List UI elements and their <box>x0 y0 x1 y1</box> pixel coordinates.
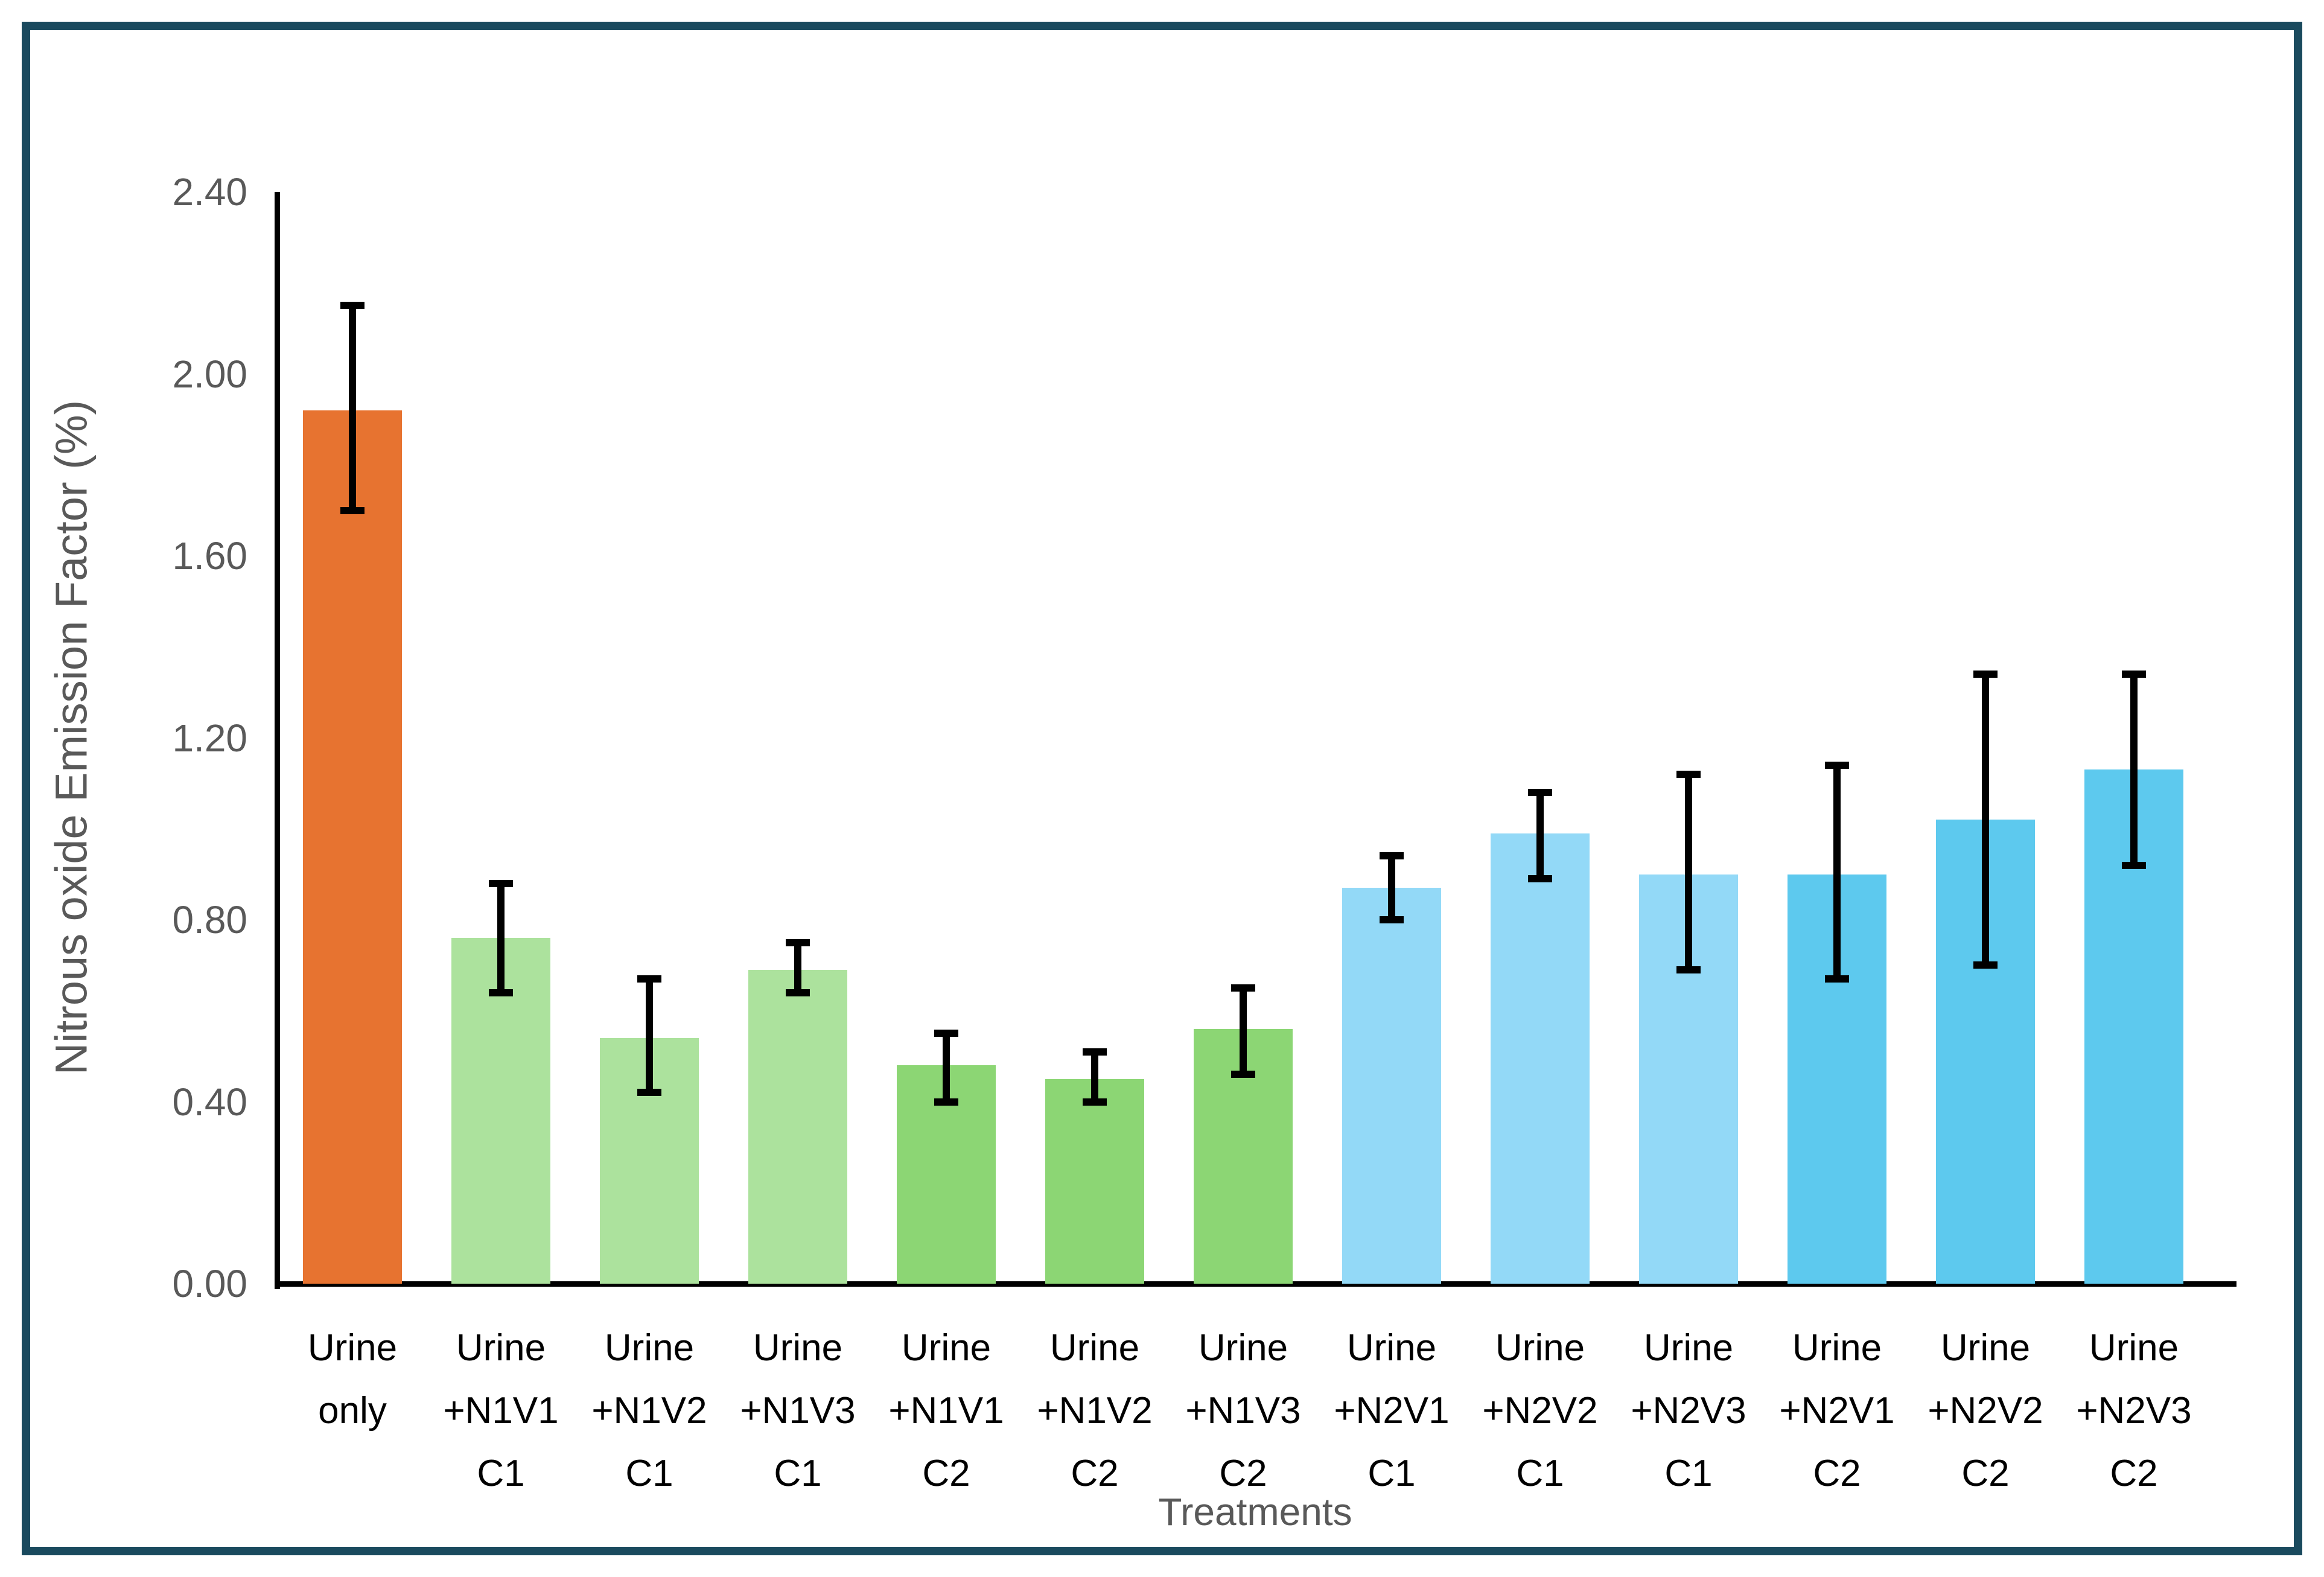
error-bar-cap-top-12 <box>1973 670 1998 678</box>
y-tick-label: 1.60 <box>172 534 247 578</box>
x-tick-label-5: Urine +N1V1 C2 <box>888 1327 1004 1494</box>
error-bar-cap-bottom-3 <box>637 1089 661 1097</box>
error-bar-line-11 <box>1833 765 1841 979</box>
error-bar-cap-top-3 <box>637 975 661 983</box>
error-bar-line-5 <box>943 1033 950 1102</box>
error-bar-line-9 <box>1536 792 1544 879</box>
error-bar-line-4 <box>794 942 801 993</box>
y-tick-label: 0.00 <box>172 1262 247 1305</box>
error-bar-cap-top-8 <box>1380 852 1404 860</box>
error-bar-cap-top-5 <box>934 1030 958 1037</box>
error-bar-cap-bottom-4 <box>786 989 810 996</box>
x-axis-title: Treatments <box>1158 1490 1352 1534</box>
error-bar-cap-bottom-13 <box>2122 861 2146 869</box>
error-bar-cap-bottom-7 <box>1231 1071 1255 1078</box>
error-bar-line-1 <box>349 305 356 511</box>
x-tick-label-13: Urine +N2V3 C2 <box>2076 1327 2192 1494</box>
bar-9 <box>1491 833 1590 1284</box>
error-bar-cap-bottom-2 <box>489 989 513 996</box>
error-bar-line-3 <box>646 978 653 1093</box>
error-bar-line-6 <box>1091 1051 1098 1102</box>
x-tick-label-4: Urine +N1V3 C1 <box>740 1327 856 1494</box>
y-tick-label: 1.20 <box>172 716 247 760</box>
error-bar-cap-top-6 <box>1083 1048 1107 1056</box>
error-bar-cap-top-7 <box>1231 984 1255 992</box>
x-tick-label-6: Urine +N1V2 C2 <box>1037 1327 1153 1494</box>
error-bar-cap-top-1 <box>340 302 365 310</box>
bar-4 <box>748 969 847 1284</box>
error-bar-cap-top-9 <box>1528 788 1552 796</box>
bar-1 <box>303 410 402 1284</box>
x-tick-label-11: Urine +N2V1 C2 <box>1779 1327 1895 1494</box>
x-tick-label-9: Urine +N2V2 C1 <box>1482 1327 1598 1494</box>
error-bar-cap-top-13 <box>2122 670 2146 678</box>
error-bar-cap-bottom-11 <box>1825 975 1849 983</box>
error-bar-cap-top-2 <box>489 879 513 887</box>
x-tick-label-7: Urine +N1V3 C2 <box>1185 1327 1301 1494</box>
error-bar-line-2 <box>497 883 505 993</box>
y-tick-label: 0.40 <box>172 1080 247 1124</box>
error-bar-line-7 <box>1240 988 1247 1075</box>
error-bar-cap-bottom-8 <box>1380 916 1404 923</box>
error-bar-cap-bottom-9 <box>1528 875 1552 883</box>
y-tick-label: 0.80 <box>172 898 247 941</box>
error-bar-cap-bottom-12 <box>1973 961 1998 969</box>
error-bar-cap-bottom-10 <box>1676 966 1701 973</box>
error-bar-cap-top-4 <box>786 938 810 946</box>
y-axis-line <box>275 192 280 1289</box>
bar-8 <box>1342 888 1441 1284</box>
error-bar-cap-bottom-6 <box>1083 1098 1107 1106</box>
error-bar-line-13 <box>2130 674 2138 865</box>
error-bar-line-8 <box>1388 856 1395 920</box>
x-tick-label-3: Urine +N1V2 C1 <box>591 1327 707 1494</box>
error-bar-cap-bottom-1 <box>340 506 365 514</box>
x-tick-label-12: Urine +N2V2 C2 <box>1928 1327 2043 1494</box>
error-bar-cap-top-11 <box>1825 761 1849 769</box>
x-tick-label-10: Urine +N2V3 C1 <box>1631 1327 1746 1494</box>
error-bar-line-10 <box>1685 774 1692 970</box>
x-tick-label-2: Urine +N1V1 C1 <box>443 1327 559 1494</box>
bar-6 <box>1045 1078 1144 1284</box>
error-bar-line-12 <box>1982 674 1989 966</box>
error-bar-cap-top-10 <box>1676 770 1701 778</box>
error-bar-cap-bottom-5 <box>934 1098 958 1106</box>
x-tick-label-8: Urine +N2V1 C1 <box>1334 1327 1450 1494</box>
x-axis-line <box>275 1281 2236 1287</box>
y-tick-label: 2.40 <box>172 170 247 214</box>
x-tick-label-1: Urine only <box>307 1327 398 1432</box>
y-tick-label: 2.00 <box>172 352 247 396</box>
